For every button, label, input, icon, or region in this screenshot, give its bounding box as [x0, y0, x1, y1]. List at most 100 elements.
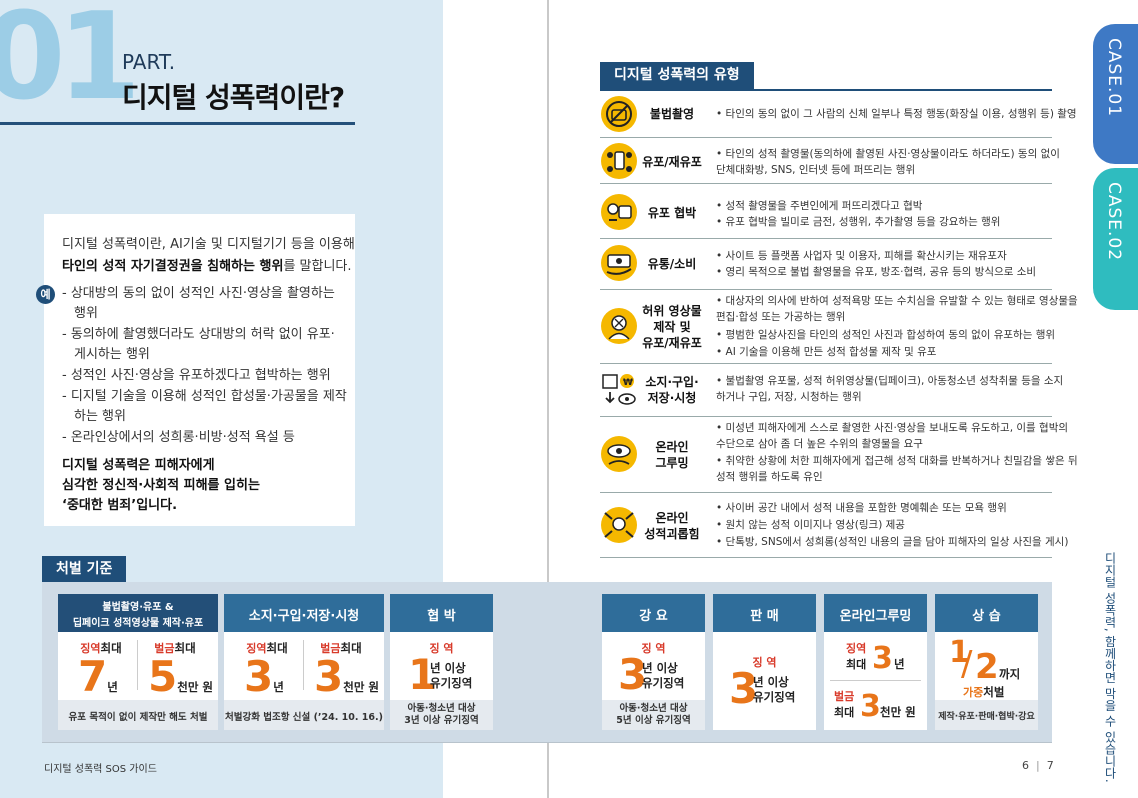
type-label: 제작 및 — [653, 320, 691, 334]
type-desc: 하거나 구입, 저장, 시청하는 행위 — [716, 391, 862, 403]
type-label: 유포/재유포 — [642, 336, 702, 350]
penalty-card-coercion: 강 요 징 역 3 년 이상 유기징역 아동·청소년 대상 5년 이상 유기징역 — [602, 594, 705, 730]
types-heading-line — [600, 89, 1052, 91]
type-label: 그루밍 — [655, 456, 689, 470]
title-strong: 디지털 성폭력 — [122, 81, 280, 114]
type-desc: 성적 행위를 하도록 유인 — [716, 471, 823, 483]
type-desc: • 단톡방, SNS에서 성희롱(성적인 내용의 글을 담아 피해자의 일상 사… — [716, 536, 1069, 548]
prison-min: 1 — [408, 650, 438, 699]
prison-max: 7년 — [78, 652, 118, 701]
type-desc: • 타인의 동의 없이 그 사람의 신체 일부나 특정 행동(화장실 이용, 성… — [716, 108, 1077, 120]
footer-title: 디지털 성폭력 SOS 가이드 — [44, 764, 157, 775]
card-title: 소지·구입·저장·시청 — [248, 609, 360, 624]
fraction-numerator: 1 — [949, 635, 970, 670]
def-line-2-rest: 를 말합니다. — [283, 259, 352, 274]
penalty-card-sale: 판 매 징 역 3 년 이상 유기징역 — [713, 594, 816, 730]
harassment-icon — [601, 507, 637, 543]
type-row — [600, 493, 1052, 558]
no-camera-icon — [601, 96, 637, 132]
page-spine — [547, 0, 549, 798]
penalty-card-possession: 소지·구입·저장·시청 징역최대 벌금최대 3년 3천만 원 처벌강화 법조항 … — [224, 594, 384, 730]
card-label: 징 역 — [429, 642, 454, 655]
example-1a: - 상대방의 동의 없이 성적인 사진·영상을 촬영하는 — [62, 286, 335, 301]
example-badge: 예 — [36, 285, 55, 304]
type-label: 온라인 — [655, 511, 689, 525]
fine-max: 3천만 원 — [314, 652, 379, 701]
card-title: 강 요 — [639, 609, 668, 624]
type-desc: 편집·합성 또는 가공하는 행위 — [716, 311, 846, 323]
def-line-2: 타인의 성적 자기결정권을 침해하는 행위를 말합니다. — [62, 257, 352, 277]
card-title: 판 매 — [750, 609, 779, 624]
conclusion-3: ‘중대한 범죄’입니다. — [62, 498, 178, 513]
card-foot: 3년 이상 유기징역 — [404, 715, 479, 726]
card-foot: 유포 목적이 없이 제작만 해도 처벌 — [68, 712, 208, 723]
prison-min: 3 — [729, 664, 759, 713]
part-label: PART. — [122, 50, 176, 74]
conclusion-2: 심각한 정신적·사회적 피해를 입히는 — [62, 478, 260, 493]
fine-max: 3 — [860, 689, 881, 724]
card-title: 협 박 — [427, 609, 456, 624]
type-label: 허위 영상물 — [642, 304, 702, 318]
type-label: 소지·구입· — [645, 375, 699, 389]
vertical-slogan: 디지털 성폭력, 함께하면 막을 수 있습니다. — [1103, 552, 1117, 783]
example-4a: - 디지털 기술을 이용해 성적인 합성물·가공물을 제작 — [62, 389, 347, 404]
part-number: 01 — [0, 0, 141, 127]
card-foot: 제작·유포·판매·협박·강요 — [938, 712, 1035, 722]
type-desc: • 타인의 성적 촬영물(동의하에 촬영된 사진·영상물이라도 하더라도) 동의… — [716, 148, 1060, 160]
definition-box — [44, 214, 355, 526]
type-label: 유통/소비 — [647, 257, 697, 271]
type-desc: 수단으로 삼아 좀 더 높은 수위의 촬영물을 요구 — [716, 438, 923, 450]
example-2a: - 동의하에 촬영했더라도 상대방의 허락 없이 유포· — [62, 327, 335, 342]
type-desc: • 사이버 공간 내에서 성적 내용을 포함한 명예훼손 또는 모욕 행위 — [716, 502, 1007, 514]
example-5: - 온라인상에서의 성희롱·비방·성적 욕설 등 — [62, 430, 295, 445]
card-foot: 5년 이상 유기징역 — [616, 715, 691, 726]
type-desc: • 불법촬영 유포물, 성적 허위영상물(딥페이크), 아동청소년 성착취물 등… — [716, 375, 1064, 387]
share-phone-icon — [601, 143, 637, 179]
card-label: 징 역 — [752, 656, 777, 669]
title-rest: 이란? — [279, 81, 345, 114]
card-label: 징 역 — [641, 642, 666, 655]
card-title: 상 습 — [972, 609, 1001, 624]
penalty-card-filming: 불법촬영·유포 & 딥페이크 성적영상물 제작·유포 징역최대 벌금최대 7년 … — [58, 594, 218, 730]
type-desc: • 사이트 등 플랫폼 사업자 및 이용자, 피해를 확산시키는 재유포자 — [716, 250, 1007, 262]
card-foot: 아동·청소년 대상 — [619, 703, 688, 714]
example-3: - 성적인 사진·영상을 유포하겠다고 협박하는 행위 — [62, 368, 331, 383]
title-underline — [0, 122, 355, 125]
tab-case-01[interactable]: CASE.01 — [1093, 24, 1138, 164]
fine-max: 5천만 원 — [148, 652, 213, 701]
type-desc: • 원치 않는 성적 이미지나 영상(링크) 제공 — [716, 519, 905, 531]
type-label: 성적괴롭힘 — [644, 527, 700, 541]
card-foot: 아동·청소년 대상 — [407, 703, 476, 714]
conclusion-1: 디지털 성폭력은 피해자에게 — [62, 458, 215, 473]
type-row — [600, 184, 1052, 239]
type-desc: 단체대화방, SNS, 인터넷 등에 퍼뜨리는 행위 — [716, 164, 916, 176]
type-row — [600, 364, 1052, 417]
type-desc: • 평범한 일상사진을 타인의 성적인 사진과 합성하여 동의 없이 유포하는 … — [716, 329, 1056, 341]
penalty-card-grooming: 온라인그루밍 징역 최대 3 년 벌금 최대 3 천만 원 — [824, 594, 927, 730]
type-label: 유포 협박 — [647, 206, 697, 220]
tab-case-02[interactable]: CASE.02 — [1093, 168, 1138, 310]
page-title: 디지털 성폭력이란? — [122, 76, 345, 116]
fake-face-icon — [601, 308, 637, 344]
footer-rule — [42, 742, 1052, 743]
def-line-1: 디지털 성폭력이란, AI기술 및 디지털기기 등을 이용해 — [62, 237, 355, 252]
type-desc: • 성적 촬영물을 주변인에게 퍼뜨리겠다고 협박 — [716, 200, 923, 212]
type-desc: • 대상자의 의사에 반하여 성적욕망 또는 수치심을 유발할 수 있는 형태로… — [716, 295, 1078, 307]
types-heading: 디지털 성폭력의 유형 — [600, 62, 754, 89]
prison-max: 3년 — [244, 652, 284, 701]
type-desc: • 유포 협박을 빌미로 금전, 성행위, 추가촬영 등을 강요하는 행위 — [716, 216, 1001, 228]
type-row — [600, 239, 1052, 290]
example-1b: 행위 — [74, 306, 98, 321]
type-row — [600, 91, 1052, 138]
type-desc: • 미성년 피해자에게 스스로 촬영한 사진·영상을 보내도록 유도하고, 이를… — [716, 422, 1069, 434]
type-label: 유포/재유포 — [642, 155, 702, 169]
money-hand-icon — [601, 245, 637, 281]
type-row — [600, 138, 1052, 184]
penalty-card-threat: 협 박 징 역 1 년 이상 유기징역 아동·청소년 대상 3년 이상 유기징역 — [390, 594, 493, 730]
penalty-card-habitual: 상 습 1 / 2 까지 가중처벌 제작·유포·판매·협박·강요 — [935, 594, 1038, 730]
download-view-icon: ₩ — [601, 372, 637, 408]
page-numbers: 6 | 7 — [1022, 759, 1054, 772]
penalty-heading: 처벌 기준 — [42, 556, 127, 582]
type-desc: • 영리 목적으로 불법 촬영물을 유포, 방조·협력, 공유 등의 방식으로 … — [716, 266, 1037, 278]
threat-icon — [601, 194, 637, 230]
